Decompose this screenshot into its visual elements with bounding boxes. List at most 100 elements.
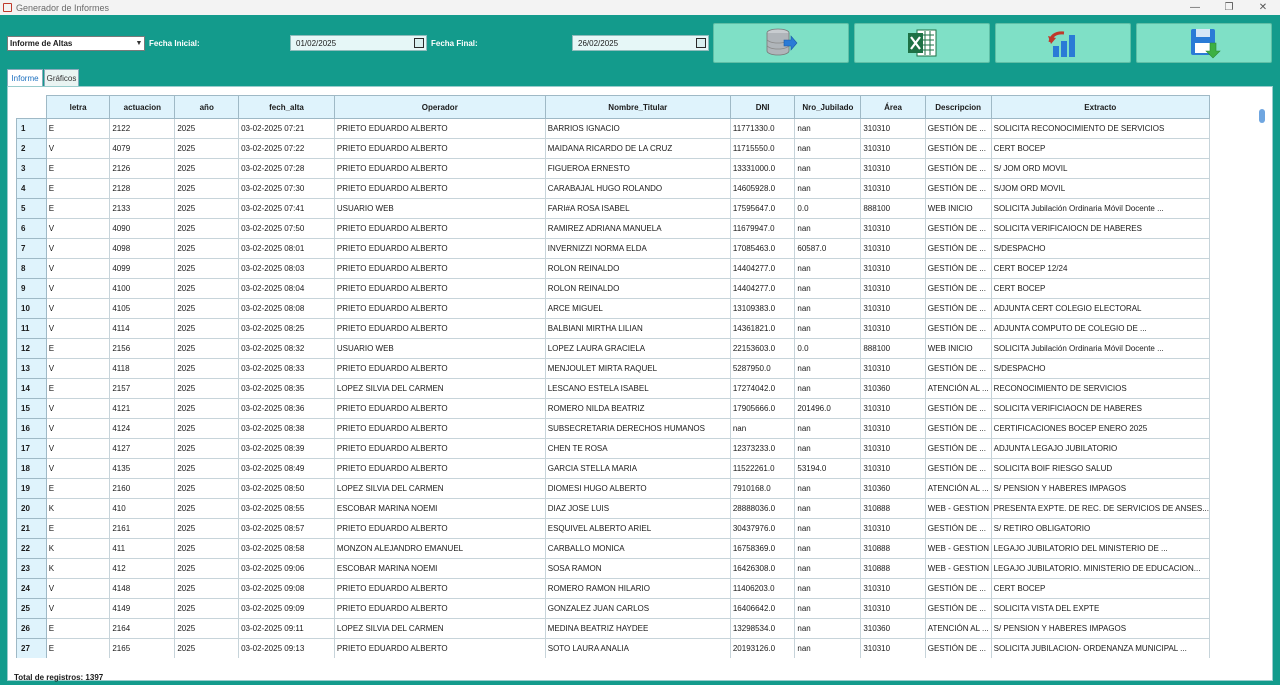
table-row[interactable]: 15 V 4121 2025 03-02-2025 08:36 PRIETO EDUARD… (16, 398, 1210, 419)
table-cell[interactable]: 03-02-2025 08:32 (238, 338, 335, 359)
column-header[interactable]: fech_alta (238, 95, 335, 119)
table-cell[interactable]: 2128 (109, 178, 176, 199)
table-cell[interactable]: 411 (109, 538, 176, 559)
table-row[interactable]: 3 E 2126 2025 03-02-2025 07:28 PRIETO EDUARDO… (16, 158, 1210, 179)
table-cell[interactable]: BALBIANI MIRTHA LILIAN (544, 318, 731, 339)
table-cell[interactable]: 16406642.0 (729, 598, 796, 619)
table-cell[interactable]: 310360 (860, 618, 926, 639)
table-cell[interactable]: S/DESPACHO (990, 238, 1210, 259)
table-cell[interactable]: PRIETO EDUARDO ALBERTO (333, 138, 546, 159)
tab-graficos[interactable]: Gráficos (44, 69, 79, 86)
table-cell[interactable]: 310310 (860, 518, 926, 539)
table-cell[interactable]: nan (794, 418, 862, 439)
row-number[interactable]: 2 (16, 138, 47, 159)
column-header[interactable]: letra (45, 95, 111, 119)
table-cell[interactable]: RAMIREZ ADRIANA MANUELA (544, 218, 731, 239)
table-cell[interactable]: 03-02-2025 08:25 (238, 318, 335, 339)
column-header[interactable]: Descripcion (924, 95, 992, 119)
table-cell[interactable]: 30437976.0 (729, 518, 796, 539)
table-cell[interactable]: 03-02-2025 08:36 (238, 398, 335, 419)
row-number[interactable]: 23 (16, 558, 47, 579)
table-cell[interactable]: CERT BOCEP (990, 138, 1210, 159)
table-cell[interactable]: 03-02-2025 07:22 (238, 138, 335, 159)
table-cell[interactable]: GESTIÓN DE ... (924, 318, 992, 339)
table-cell[interactable]: 17905666.0 (729, 398, 796, 419)
table-cell[interactable]: 4090 (109, 218, 176, 239)
calendar-icon[interactable] (414, 38, 424, 48)
table-cell[interactable]: MAIDANA RICARDO DE LA CRUZ (544, 138, 731, 159)
table-cell[interactable]: GESTIÓN DE ... (924, 518, 992, 539)
table-cell[interactable]: 11406203.0 (729, 578, 796, 599)
table-cell[interactable]: S/ JOM ORD MOVIL (990, 158, 1210, 179)
minimize-button[interactable]: — (1190, 2, 1200, 13)
table-cell[interactable]: 13331000.0 (729, 158, 796, 179)
table-cell[interactable]: SOLICITA Jubilación Ordinaria Móvil Doce… (990, 338, 1210, 359)
table-cell[interactable]: nan (794, 578, 862, 599)
table-cell[interactable]: 4124 (109, 418, 176, 439)
table-cell[interactable]: LOPEZ SILVIA DEL CARMEN (333, 478, 546, 499)
table-cell[interactable]: 2025 (174, 198, 240, 219)
table-cell[interactable]: GESTIÓN DE ... (924, 118, 992, 139)
table-cell[interactable]: 2025 (174, 578, 240, 599)
table-cell[interactable]: 2025 (174, 398, 240, 419)
row-number[interactable]: 26 (16, 618, 47, 639)
table-cell[interactable]: E (45, 178, 111, 199)
table-cell[interactable]: LESCANO ESTELA ISABEL (544, 378, 731, 399)
table-cell[interactable]: 03-02-2025 07:28 (238, 158, 335, 179)
table-cell[interactable]: 20193126.0 (729, 638, 796, 658)
table-cell[interactable]: 2025 (174, 498, 240, 519)
table-cell[interactable]: 03-02-2025 07:50 (238, 218, 335, 239)
table-row[interactable]: 11 V 4114 2025 03-02-2025 08:25 PRIETO EDUARD… (16, 318, 1210, 339)
row-number[interactable]: 22 (16, 538, 47, 559)
table-row[interactable]: 22 K 411 2025 03-02-2025 08:58 MONZON ALEJAND… (16, 538, 1210, 559)
table-cell[interactable]: V (45, 238, 111, 259)
fecha-final-input[interactable]: 26/02/2025 (572, 35, 709, 51)
table-cell[interactable]: MONZON ALEJANDRO EMANUEL (333, 538, 546, 559)
table-cell[interactable]: ESCOBAR MARINA NOEMI (333, 498, 546, 519)
table-cell[interactable]: 13298534.0 (729, 618, 796, 639)
table-cell[interactable]: PRIETO EDUARDO ALBERTO (333, 358, 546, 379)
table-cell[interactable]: 11771330.0 (729, 118, 796, 139)
table-cell[interactable]: 03-02-2025 08:58 (238, 538, 335, 559)
table-cell[interactable]: nan (794, 358, 862, 379)
table-cell[interactable]: FARI#A ROSA ISABEL (544, 198, 731, 219)
table-cell[interactable]: 03-02-2025 08:03 (238, 258, 335, 279)
table-cell[interactable]: 2025 (174, 638, 240, 658)
table-cell[interactable]: 2156 (109, 338, 176, 359)
table-cell[interactable]: 2126 (109, 158, 176, 179)
table-row[interactable]: 2 V 4079 2025 03-02-2025 07:22 PRIETO EDUARDO… (16, 138, 1210, 159)
table-cell[interactable]: 2161 (109, 518, 176, 539)
table-row[interactable]: 20 K 410 2025 03-02-2025 08:55 ESCOBAR MARINA… (16, 498, 1210, 519)
row-number[interactable]: 20 (16, 498, 47, 519)
table-row[interactable]: 23 K 412 2025 03-02-2025 09:06 ESCOBAR MARINA… (16, 558, 1210, 579)
table-cell[interactable]: 2164 (109, 618, 176, 639)
table-cell[interactable]: CARBALLO MONICA (544, 538, 731, 559)
table-cell[interactable]: 14404277.0 (729, 258, 796, 279)
table-cell[interactable]: nan (794, 138, 862, 159)
table-cell[interactable]: 2025 (174, 458, 240, 479)
table-cell[interactable]: 13109383.0 (729, 298, 796, 319)
table-cell[interactable]: nan (794, 278, 862, 299)
save-button[interactable] (1136, 23, 1272, 63)
table-cell[interactable]: 2133 (109, 198, 176, 219)
table-cell[interactable]: ADJUNTA CERT COLEGIO ELECTORAL (990, 298, 1210, 319)
table-row[interactable]: 6 V 4090 2025 03-02-2025 07:50 PRIETO EDUARDO… (16, 218, 1210, 239)
table-cell[interactable]: 4135 (109, 458, 176, 479)
table-cell[interactable]: 03-02-2025 08:55 (238, 498, 335, 519)
row-number[interactable]: 27 (16, 638, 47, 658)
table-cell[interactable]: 888100 (860, 338, 926, 359)
table-cell[interactable]: nan (794, 118, 862, 139)
table-cell[interactable]: 03-02-2025 09:13 (238, 638, 335, 658)
row-number[interactable]: 15 (16, 398, 47, 419)
table-cell[interactable]: 03-02-2025 08:50 (238, 478, 335, 499)
table-cell[interactable]: PRIETO EDUARDO ALBERTO (333, 298, 546, 319)
table-cell[interactable]: LOPEZ LAURA GRACIELA (544, 338, 731, 359)
table-cell[interactable]: USUARIO WEB (333, 338, 546, 359)
table-cell[interactable]: 14605928.0 (729, 178, 796, 199)
table-cell[interactable]: GESTIÓN DE ... (924, 158, 992, 179)
table-cell[interactable]: 03-02-2025 08:04 (238, 278, 335, 299)
table-cell[interactable]: 310310 (860, 118, 926, 139)
row-number[interactable]: 25 (16, 598, 47, 619)
table-cell[interactable]: 2025 (174, 338, 240, 359)
table-cell[interactable]: 5287950.0 (729, 358, 796, 379)
